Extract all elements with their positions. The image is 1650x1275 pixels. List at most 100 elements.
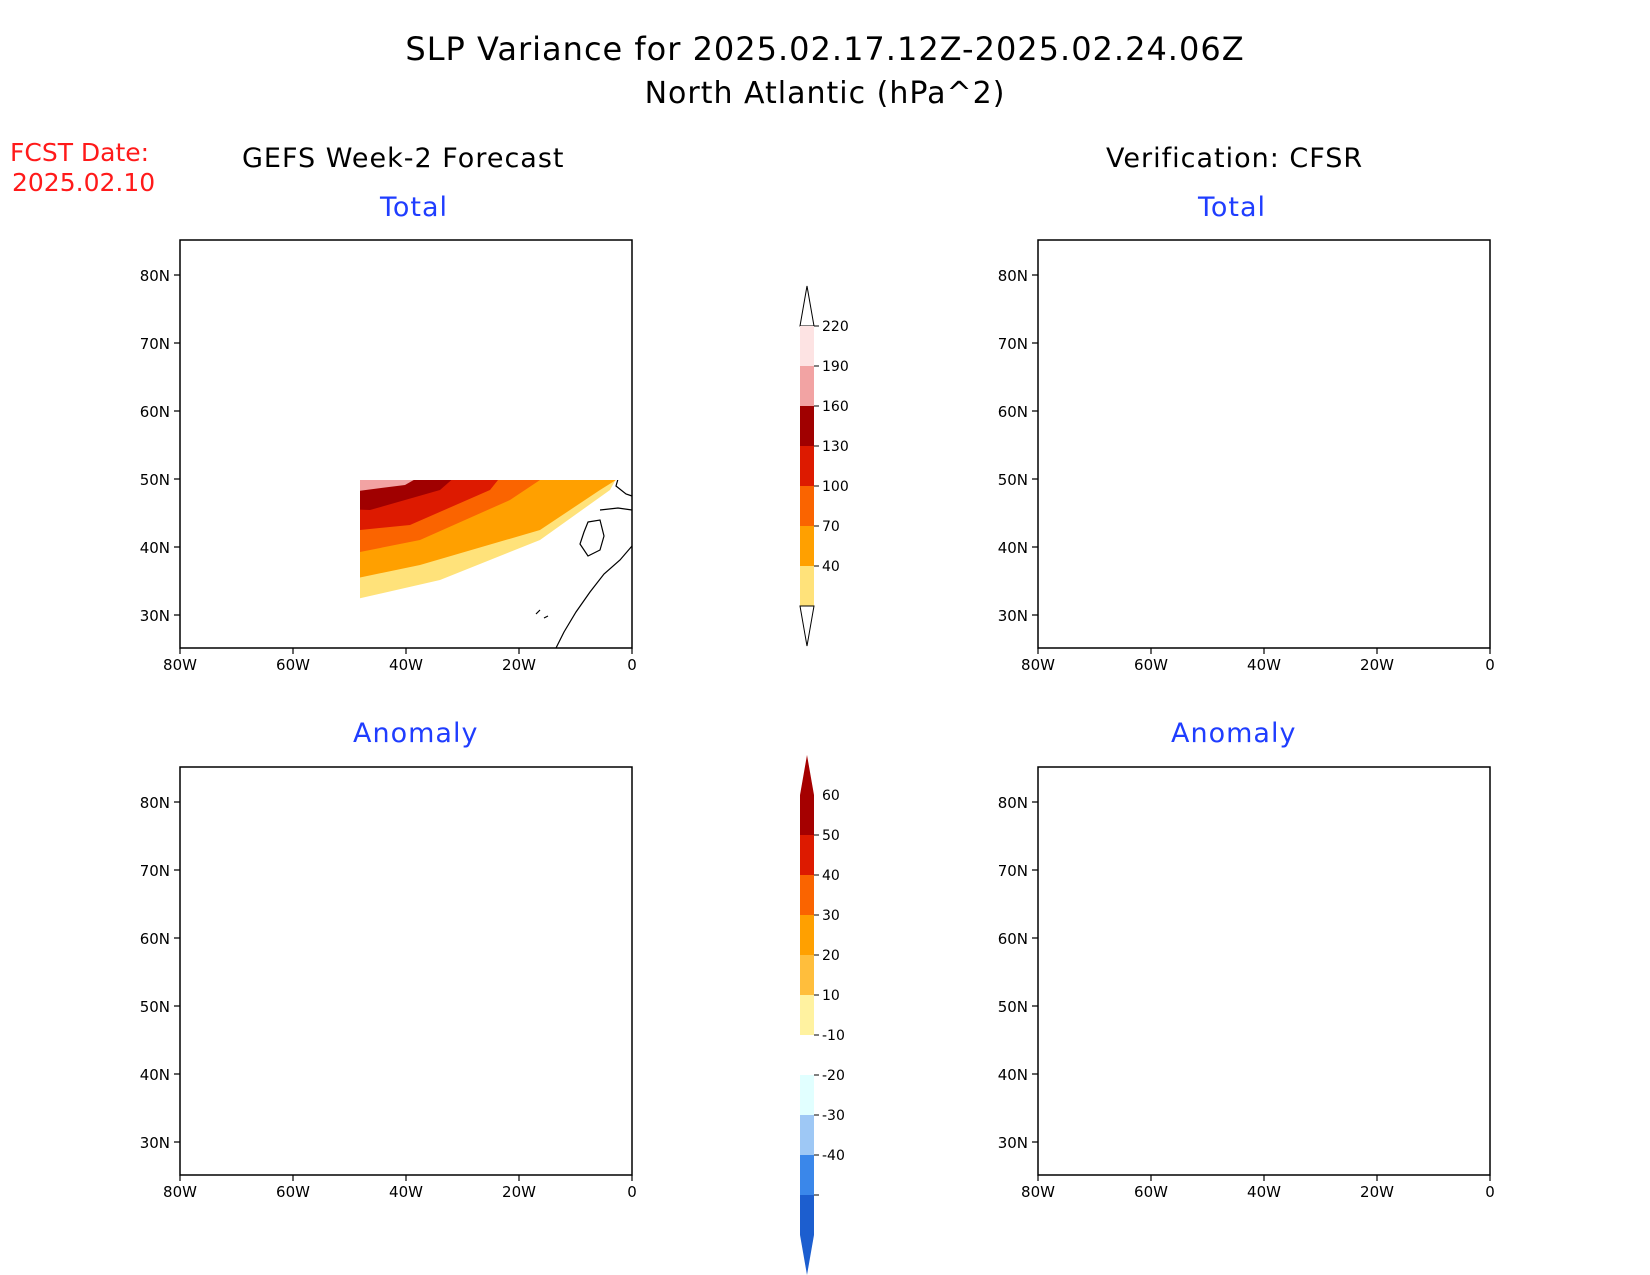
lon-label: 20W [502, 656, 536, 674]
gefs-total-map [173, 239, 633, 655]
anomaly-colorbar-box [800, 835, 814, 875]
anomaly-colorbar-box [800, 1195, 814, 1235]
anomaly-colorbar-label: -10 [822, 1028, 845, 1044]
total-colorbar-label: 130 [822, 439, 849, 455]
lon-label: 40W [389, 656, 423, 674]
total-colorbar-box [800, 366, 814, 406]
lon-label: 0 [1485, 656, 1495, 674]
lat-label: 80N [140, 267, 170, 285]
lat-label: 70N [998, 335, 1028, 353]
total-colorbar-box [800, 566, 814, 606]
lat-label: 30N [998, 1134, 1028, 1152]
total-colorbar-label: 190 [822, 359, 849, 375]
cfsr-anomaly-map [1031, 766, 1491, 1182]
total-colorbar-top-arrow [799, 285, 815, 327]
anomaly-colorbar-box [800, 955, 814, 995]
anomaly-colorbar-box [800, 1155, 814, 1195]
total-colorbar-label: 220 [822, 319, 849, 335]
anomaly-colorbar-box [800, 1075, 814, 1115]
anomaly-colorbar-label: 40 [822, 868, 840, 884]
gefs-anomaly-map [173, 766, 633, 1182]
lat-label: 60N [140, 930, 170, 948]
lat-label: 40N [998, 1066, 1028, 1084]
total-colorbar-label: 40 [822, 559, 840, 575]
lon-label: 80W [163, 656, 197, 674]
lat-label: 50N [140, 998, 170, 1016]
anomaly-colorbar-label: 50 [822, 828, 840, 844]
lat-label: 60N [998, 403, 1028, 421]
total-colorbar-label: 70 [822, 519, 840, 535]
cfsr-total-map [1031, 239, 1491, 655]
total-colorbar-label: 160 [822, 399, 849, 415]
fcst-date-value: 2025.02.10 [12, 168, 156, 197]
anomaly-colorbar-box [800, 875, 814, 915]
lon-label: 20W [1360, 656, 1394, 674]
lon-label: 40W [389, 1183, 423, 1201]
anomaly-colorbar-label: -40 [822, 1148, 845, 1164]
anomaly-colorbar-box [800, 915, 814, 955]
lat-label: 70N [140, 335, 170, 353]
lon-label: 0 [627, 1183, 637, 1201]
total-colorbar-box [800, 326, 814, 366]
lat-label: 40N [140, 539, 170, 557]
anomaly-colorbar: 60 50 40 30 20 10 -10 -20 -30 -40 [800, 755, 845, 1275]
total-colorbar-box [800, 446, 814, 486]
lat-label: 80N [140, 794, 170, 812]
lat-label: 80N [998, 267, 1028, 285]
lat-label: 40N [140, 1066, 170, 1084]
main-title: SLP Variance for 2025.02.17.12Z-2025.02.… [405, 30, 1245, 68]
anomaly-colorbar-label: 20 [822, 948, 840, 964]
lon-label: 60W [276, 656, 310, 674]
anomaly-colorbar-label: -20 [822, 1068, 845, 1084]
lat-label: 30N [140, 1134, 170, 1152]
lon-tick-labels: 80W 60W 40W 20W 0 80W 60W 40W 20W 0 80W 60W 40W 20W 0 8… [163, 656, 1495, 1201]
cfsr-column-title: Verification: CFSR [1106, 143, 1364, 174]
gefs-anomaly-title: Anomaly [353, 718, 479, 749]
lon-label: 60W [1134, 656, 1168, 674]
lat-tick-labels: 80N 70N 60N 50N 40N 30N 80N 70N 60N 50N 40N 30N 80N 7… [140, 267, 1028, 1152]
lon-label: 80W [1021, 1183, 1055, 1201]
gefs-total-title: Total [380, 192, 449, 223]
lon-label: 80W [163, 1183, 197, 1201]
lon-label: 40W [1247, 1183, 1281, 1201]
lat-label: 50N [998, 471, 1028, 489]
total-colorbar-box [800, 486, 814, 526]
lat-label: 70N [998, 862, 1028, 880]
lon-label: 20W [502, 1183, 536, 1201]
anomaly-colorbar-box [800, 995, 814, 1035]
fcst-date-label: FCST Date: [10, 138, 150, 167]
lon-label: 40W [1247, 656, 1281, 674]
lon-label: 0 [627, 656, 637, 674]
anomaly-colorbar-label: 10 [822, 988, 840, 1004]
lon-label: 80W [1021, 656, 1055, 674]
lat-label: 50N [140, 471, 170, 489]
cfsr-total-title: Total [1198, 192, 1267, 223]
lat-label: 60N [140, 403, 170, 421]
total-colorbar: 220 190 160 130 100 70 40 [799, 285, 849, 647]
anomaly-colorbar-label: 60 [822, 788, 840, 804]
total-colorbar-box [800, 526, 814, 566]
anomaly-colorbar-label: -30 [822, 1108, 845, 1124]
lat-label: 30N [998, 607, 1028, 625]
gefs-column-title: GEFS Week-2 Forecast [242, 143, 565, 174]
lon-label: 60W [1134, 1183, 1168, 1201]
lat-label: 70N [140, 862, 170, 880]
anomaly-colorbar-bottom-arrow [800, 1235, 814, 1275]
lat-label: 80N [998, 794, 1028, 812]
main-subtitle: North Atlantic (hPa^2) [644, 76, 1006, 111]
lon-label: 20W [1360, 1183, 1394, 1201]
anomaly-colorbar-box [800, 1115, 814, 1155]
lat-label: 40N [998, 539, 1028, 557]
total-colorbar-box [800, 406, 814, 446]
total-colorbar-label: 100 [822, 479, 849, 495]
anomaly-colorbar-label: 30 [822, 908, 840, 924]
lat-label: 60N [998, 930, 1028, 948]
lon-label: 60W [276, 1183, 310, 1201]
anomaly-colorbar-box [800, 1035, 814, 1075]
total-colorbar-bottom-arrow [799, 605, 815, 647]
anomaly-colorbar-top-arrow [800, 755, 814, 795]
cfsr-anomaly-title: Anomaly [1171, 718, 1297, 749]
lon-label: 0 [1485, 1183, 1495, 1201]
lat-label: 30N [140, 607, 170, 625]
